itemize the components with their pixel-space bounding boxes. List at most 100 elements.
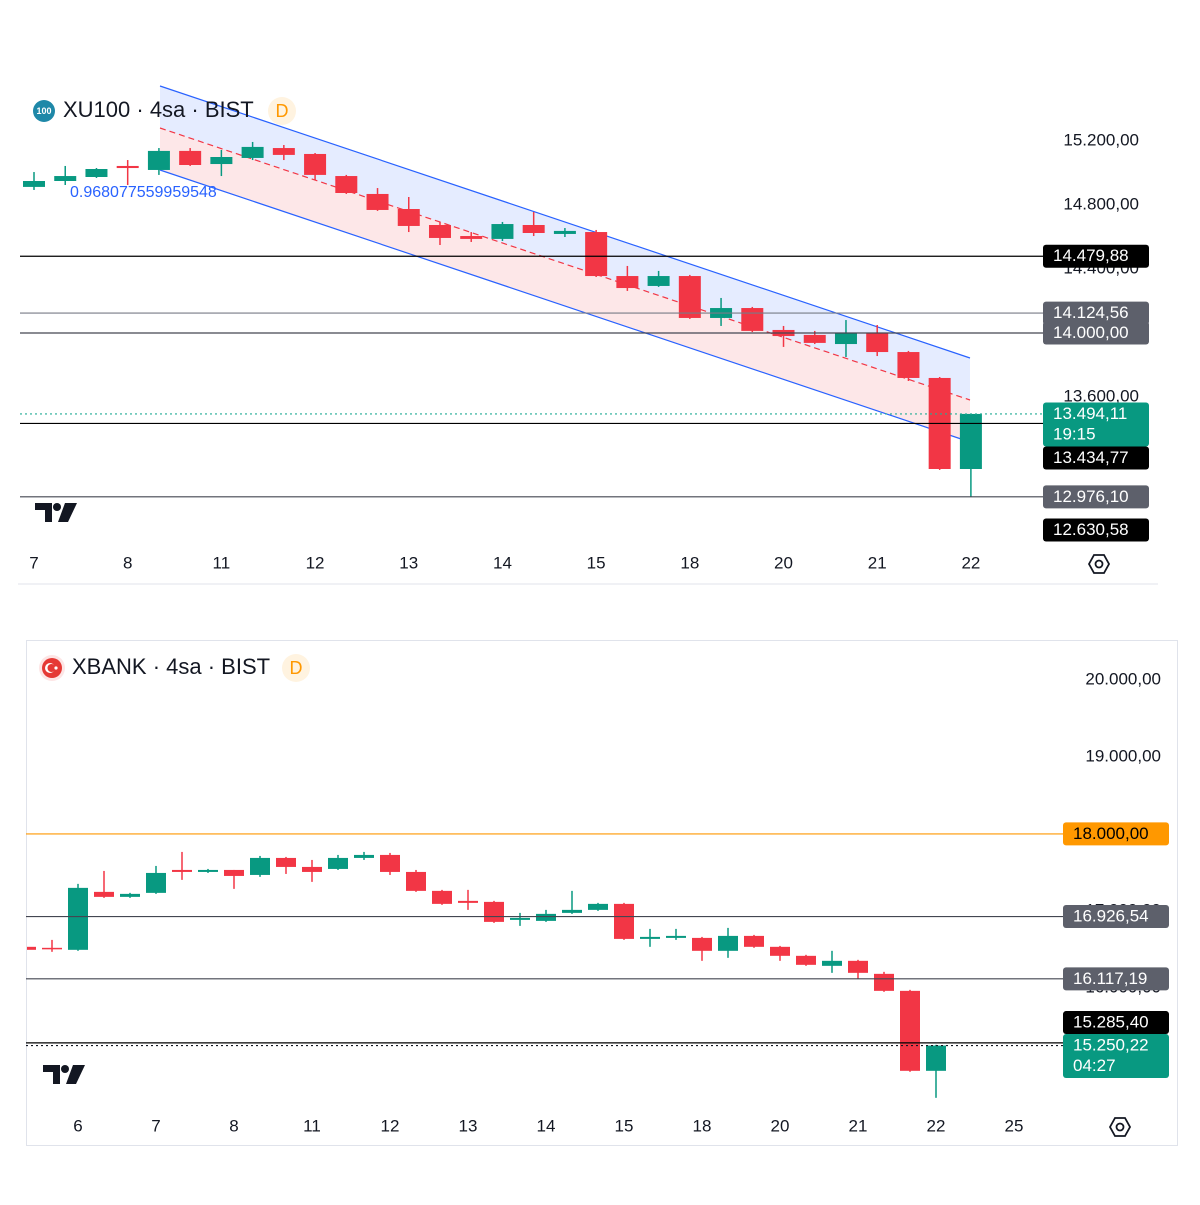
candle-body <box>146 872 166 893</box>
price-label-bg <box>1063 822 1169 846</box>
flag-crescent-cut <box>47 664 56 672</box>
x-tick-label: 13 <box>399 553 418 572</box>
tv-logo <box>35 503 77 522</box>
price-label: 13.434,77 <box>1053 448 1129 467</box>
candle-body <box>241 146 264 158</box>
tv-logo-part <box>61 1065 69 1073</box>
price-label: 14.124,56 <box>1053 303 1129 322</box>
candle-body <box>23 181 45 187</box>
candle-body <box>406 871 426 891</box>
candle-body <box>179 150 202 165</box>
x-tick-label: 8 <box>229 1116 238 1135</box>
channel-lower-fill <box>160 128 970 442</box>
x-tick-label: 13 <box>459 1116 478 1135</box>
candle-body <box>458 900 478 903</box>
x-tick-label: 20 <box>774 553 793 572</box>
x-tick-label: 7 <box>29 553 38 572</box>
price-label-bg <box>1043 301 1149 325</box>
candle-body <box>27 946 36 950</box>
y-tick-label: 15.200,00 <box>1063 130 1139 149</box>
gear-outline[interactable] <box>1108 1117 1132 1137</box>
candle-body <box>335 176 358 193</box>
price-label: 13.494,11 <box>1053 404 1127 423</box>
price-label-bg <box>1043 321 1149 345</box>
candle-body <box>94 891 114 897</box>
price-label: 16.117,19 <box>1073 969 1147 988</box>
candle-body <box>585 232 608 277</box>
candle-body <box>647 276 670 286</box>
candle-body <box>172 869 192 872</box>
x-tick-label: 14 <box>537 1116 556 1135</box>
price-label-bg <box>1063 967 1169 991</box>
gear-outline[interactable] <box>1087 554 1111 574</box>
candle-body <box>304 153 327 175</box>
price-label-bg <box>1063 1034 1169 1079</box>
channel-upper-fill <box>160 86 970 400</box>
price-label-bg <box>1043 402 1149 447</box>
price-label: 12.976,10 <box>1053 487 1129 506</box>
x-tick-label: 15 <box>587 553 606 572</box>
tv-logo-part <box>53 503 61 511</box>
interval-badge <box>282 654 310 682</box>
price-label-bg <box>1063 1011 1169 1035</box>
candle-body <box>198 869 218 872</box>
candle-body <box>536 913 556 921</box>
candle-body <box>272 148 295 155</box>
candle-body <box>510 917 530 920</box>
candles <box>27 851 946 1098</box>
candle-body <box>900 990 920 1071</box>
gear-center[interactable] <box>1094 559 1104 569</box>
x-tick-label: 20 <box>771 1116 790 1135</box>
tv-logo-part <box>58 503 77 522</box>
x-tick-label: 21 <box>868 553 887 572</box>
candle-body <box>428 225 451 238</box>
candle-body <box>460 236 483 239</box>
price-label-bg <box>1063 905 1169 929</box>
candle-body <box>68 887 88 950</box>
candle-body <box>744 935 764 947</box>
x-tick-label: 11 <box>303 1116 321 1135</box>
candle-body <box>741 308 764 331</box>
candle-body <box>328 857 348 869</box>
candle-body <box>42 947 62 950</box>
interval-badge <box>268 97 296 125</box>
candle-body <box>588 903 608 910</box>
price-label-bg <box>1043 446 1149 470</box>
candle-body <box>366 193 389 210</box>
candle-body <box>85 169 108 177</box>
candle-body <box>54 176 77 181</box>
candle-body <box>380 854 400 872</box>
price-label: 14.000,00 <box>1053 323 1129 342</box>
x-tick-label: 25 <box>1005 1116 1024 1135</box>
candle-body <box>276 857 296 867</box>
candle-body <box>692 937 712 951</box>
price-label: 15.285,40 <box>1073 1013 1149 1032</box>
flag-star <box>54 666 58 670</box>
candle-body <box>822 960 842 966</box>
candle-body <box>959 413 982 469</box>
candle-body <box>522 225 545 233</box>
candle-body <box>616 276 639 289</box>
settings-button[interactable] <box>1087 554 1111 574</box>
settings-button[interactable] <box>1108 1117 1132 1137</box>
x-tick-label: 22 <box>927 1116 946 1135</box>
price-countdown: 04:27 <box>1073 1056 1116 1075</box>
channel-annotation: 0.968077559959548 <box>70 184 217 201</box>
candle-body <box>491 224 514 239</box>
price-label: 14.479,88 <box>1053 246 1129 265</box>
x-tick-label: 18 <box>680 553 699 572</box>
symbol-badge-text: 100 <box>36 106 51 116</box>
gear-center[interactable] <box>1115 1122 1125 1132</box>
candle-body <box>484 901 504 922</box>
candle-body <box>718 935 738 951</box>
chart-title: XBANK · 4sa · BIST <box>72 654 270 679</box>
candle-body <box>897 352 920 378</box>
panel-border <box>26 640 1178 1146</box>
candle-body <box>224 869 244 876</box>
x-tick-label: 7 <box>151 1116 160 1135</box>
candle-body <box>120 893 140 897</box>
tv-logo-part <box>43 1065 60 1084</box>
